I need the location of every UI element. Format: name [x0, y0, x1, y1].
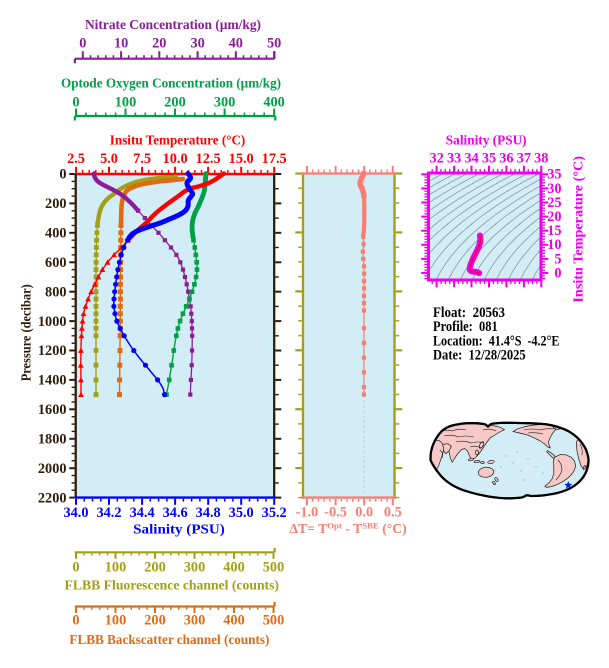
svg-text:0: 0: [72, 95, 79, 111]
svg-text:0: 0: [79, 36, 86, 52]
svg-text:300: 300: [184, 613, 205, 629]
svg-text:50: 50: [267, 36, 281, 52]
svg-text:10: 10: [547, 237, 561, 253]
svg-text:0.5: 0.5: [384, 505, 402, 521]
svg-text:33: 33: [447, 151, 461, 167]
svg-text:12.5: 12.5: [196, 151, 221, 167]
svg-text:20: 20: [152, 36, 166, 52]
svg-text:34.4: 34.4: [130, 505, 155, 521]
svg-text:200: 200: [144, 613, 165, 629]
svg-text:Nitrate Concentration (µm/kg): Nitrate Concentration (µm/kg): [85, 18, 261, 33]
svg-text:1400: 1400: [38, 373, 67, 389]
svg-text:FLBB Fluorescence channel (cou: FLBB Fluorescence channel (counts): [65, 579, 280, 594]
svg-text:15.0: 15.0: [229, 151, 254, 167]
svg-text:300: 300: [214, 95, 235, 111]
svg-text:200: 200: [164, 95, 185, 111]
svg-text:0: 0: [72, 613, 79, 629]
svg-text:Optode Oxygen Concentration (µ: Optode Oxygen Concentration (µm/kg): [61, 77, 281, 92]
svg-text:300: 300: [184, 560, 205, 576]
svg-text:-1.0: -1.0: [296, 505, 319, 521]
svg-text:100: 100: [115, 95, 136, 111]
svg-text:1000: 1000: [38, 314, 67, 330]
svg-text:Insitu Temperature (°C): Insitu Temperature (°C): [110, 134, 246, 149]
svg-text:Insitu Temperature (°C): Insitu Temperature (°C): [571, 156, 586, 303]
svg-text:Float: 20563: Float: 20563: [433, 305, 505, 321]
svg-text:34.0: 34.0: [63, 505, 88, 521]
svg-text:Profile: 081: Profile: 081: [433, 319, 498, 335]
svg-text:2000: 2000: [38, 461, 67, 477]
svg-text:800: 800: [45, 284, 66, 300]
svg-text:Date: 12/28/2025: Date: 12/28/2025: [433, 348, 526, 364]
svg-text:400: 400: [223, 613, 244, 629]
svg-text:5.0: 5.0: [100, 151, 118, 167]
svg-text:20: 20: [547, 209, 561, 225]
svg-text:200: 200: [144, 560, 165, 576]
svg-text:35.0: 35.0: [229, 505, 254, 521]
svg-text:100: 100: [105, 613, 126, 629]
svg-text:1800: 1800: [38, 432, 67, 448]
svg-text:34.8: 34.8: [196, 505, 221, 521]
svg-text:Salinity (PSU): Salinity (PSU): [446, 134, 527, 149]
svg-text:5: 5: [554, 251, 561, 267]
svg-text:100: 100: [105, 560, 126, 576]
svg-text:500: 500: [263, 560, 284, 576]
svg-text:32: 32: [429, 151, 443, 167]
svg-text:36: 36: [499, 151, 513, 167]
svg-text:40: 40: [229, 36, 243, 52]
svg-text:0.0: 0.0: [355, 505, 373, 521]
svg-text:2.5: 2.5: [67, 151, 85, 167]
svg-text:1200: 1200: [38, 343, 67, 359]
svg-text:35: 35: [482, 151, 496, 167]
svg-text:Location: 41.4°S -4.2°E: Location: 41.4°S -4.2°E: [433, 333, 560, 349]
svg-text:17.5: 17.5: [262, 151, 287, 167]
svg-text:0: 0: [72, 560, 79, 576]
svg-text:1600: 1600: [38, 402, 67, 418]
svg-text:30: 30: [547, 181, 561, 197]
svg-text:38: 38: [534, 151, 548, 167]
svg-text:0: 0: [554, 265, 561, 281]
svg-text:37: 37: [517, 151, 531, 167]
svg-text:-0.5: -0.5: [324, 505, 347, 521]
svg-text:600: 600: [45, 255, 66, 271]
svg-text:ΔT= TOpt - TSBE (°C): ΔT= TOpt - TSBE (°C): [289, 520, 406, 537]
svg-text:2200: 2200: [38, 490, 67, 506]
svg-text:0: 0: [59, 167, 66, 183]
svg-text:35.2: 35.2: [262, 505, 287, 521]
svg-text:400: 400: [263, 95, 284, 111]
svg-text:7.5: 7.5: [133, 151, 151, 167]
svg-text:34.2: 34.2: [96, 505, 121, 521]
svg-text:Pressure (decibar): Pressure (decibar): [20, 284, 35, 381]
svg-text:500: 500: [263, 613, 284, 629]
svg-text:30: 30: [190, 36, 204, 52]
svg-text:15: 15: [547, 223, 561, 239]
svg-text:10.0: 10.0: [163, 151, 188, 167]
svg-text:34.6: 34.6: [163, 505, 188, 521]
svg-text:FLBB Backscatter channel (coun: FLBB Backscatter channel (counts): [69, 633, 269, 648]
svg-text:Salinity (PSU): Salinity (PSU): [133, 523, 225, 538]
svg-text:35: 35: [547, 167, 561, 183]
svg-text:25: 25: [547, 195, 561, 211]
svg-text:400: 400: [45, 226, 66, 242]
svg-text:400: 400: [223, 560, 244, 576]
svg-text:10: 10: [114, 36, 128, 52]
svg-text:200: 200: [45, 196, 66, 212]
svg-text:34: 34: [464, 151, 478, 167]
